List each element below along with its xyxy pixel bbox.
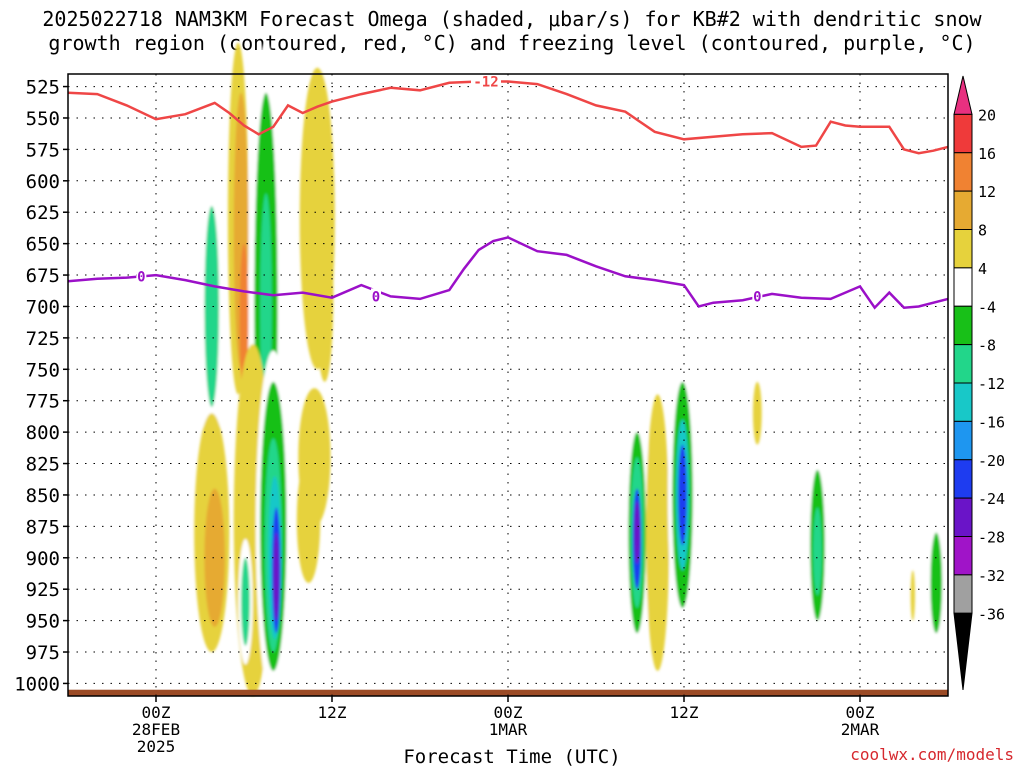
contour-label: 0 xyxy=(372,289,380,305)
chart-title-line-1: 2025022718 NAM3KM Forecast Omega (shaded… xyxy=(42,7,982,31)
contour-label-bg xyxy=(752,288,763,305)
colorbar-swatch xyxy=(953,305,973,346)
omega-shade-cell xyxy=(930,532,943,634)
colorbar-top-arrow xyxy=(953,75,973,115)
y-tick-label: 675 xyxy=(26,265,60,287)
colorbar-swatch xyxy=(953,190,973,230)
x-axis-title: Forecast Time (UTC) xyxy=(403,746,621,768)
x-tick-label: 2MAR xyxy=(841,720,880,739)
colorbar-swatch xyxy=(953,344,973,384)
y-tick-label: 525 xyxy=(26,77,60,99)
colorbar-swatch xyxy=(953,152,973,192)
omega-shade-cell xyxy=(645,394,670,671)
omega-shade-cell xyxy=(678,444,687,546)
y-tick-label: 550 xyxy=(26,108,60,130)
omega-shade-cell xyxy=(899,450,912,565)
colorbar-swatch xyxy=(953,459,973,499)
omega-shade-cell xyxy=(752,381,762,445)
colorbar-label: 20 xyxy=(978,106,996,124)
omega-shade-cell xyxy=(182,601,189,640)
colorbar-label: 16 xyxy=(978,145,996,163)
colorbar-label: -28 xyxy=(978,529,1005,547)
colorbar-swatch xyxy=(953,113,973,154)
omega-shade-cell xyxy=(315,205,334,382)
omega-shade-cell xyxy=(241,557,250,646)
colorbar-swatch xyxy=(953,574,973,614)
colorbar-label: -12 xyxy=(978,375,1005,393)
y-tick-label: 700 xyxy=(26,296,60,318)
y-tick-label: 575 xyxy=(26,139,60,161)
contour-label-bg xyxy=(471,73,501,90)
y-tick-label: 1000 xyxy=(14,673,60,695)
colorbar-label: -32 xyxy=(978,567,1005,585)
omega-shade-cell xyxy=(204,205,220,407)
y-tick-label: 750 xyxy=(26,359,60,381)
omega-shade-cell xyxy=(634,501,640,565)
contour-label: 0 xyxy=(137,269,145,285)
omega-shading xyxy=(182,42,948,703)
y-tick-label: 625 xyxy=(26,202,60,224)
y-tick-label: 925 xyxy=(26,579,60,601)
omega-shade-cell xyxy=(273,532,280,621)
omega-shade-cell xyxy=(813,507,822,596)
omega-shade-cell xyxy=(296,457,321,583)
y-tick-label: 650 xyxy=(26,234,60,256)
y-tick-label: 800 xyxy=(26,422,60,444)
x-tick-label: 00Z xyxy=(142,703,171,722)
colorbar-label: -20 xyxy=(978,452,1005,470)
y-tick-label: 850 xyxy=(26,485,60,507)
colorbar-swatch xyxy=(953,497,973,537)
colorbar-label: 4 xyxy=(978,260,987,278)
colorbar-bottom-arrow xyxy=(953,612,973,691)
colorbar-swatch xyxy=(953,382,973,422)
colorbar-swatch xyxy=(953,420,973,461)
contour-label: 0 xyxy=(753,289,761,305)
x-tick-label: 1MAR xyxy=(489,720,528,739)
x-tick-label: 12Z xyxy=(318,703,347,722)
colorbar-label: -36 xyxy=(978,605,1005,623)
ground-strip xyxy=(68,689,948,696)
contour-label-bg xyxy=(136,268,147,285)
omega-shade-cell xyxy=(903,67,914,156)
contour-label: -12 xyxy=(473,75,498,91)
colorbar-swatch xyxy=(953,229,973,269)
terrain-ground xyxy=(68,689,948,696)
y-tick-label: 725 xyxy=(26,328,60,350)
x-tick-label: 00Z xyxy=(846,703,875,722)
omega-shade-cell xyxy=(910,570,915,621)
chart-title-line-2: growth region (contoured, red, °C) and f… xyxy=(48,31,976,55)
x-tick-label: 12Z xyxy=(670,703,699,722)
colorbar-swatch xyxy=(953,536,973,576)
colorbar: 20 16 12 8 4 -4 -8 -12 -16 -20 -24 -28 -32 -36 xyxy=(953,75,1005,691)
colorbar-label: -8 xyxy=(978,337,996,355)
omega-shade-cell xyxy=(700,557,715,659)
y-tick-label: 950 xyxy=(26,611,60,633)
colorbar-label: -4 xyxy=(978,298,996,316)
x-tick-label: 00Z xyxy=(494,703,523,722)
colorbar-label: -16 xyxy=(978,413,1005,431)
x-tick-label: 28FEB xyxy=(132,720,180,739)
credit-link[interactable]: coolwx.com/models xyxy=(850,745,1014,764)
y-tick-label: 975 xyxy=(26,642,60,664)
y-tick-label: 775 xyxy=(26,391,60,413)
colorbar-label: 8 xyxy=(978,222,987,240)
y-axis: 525 550 575 600 625 650 675 700 725 750 775 800 825 8… xyxy=(14,77,68,695)
colorbar-label: -24 xyxy=(978,490,1005,508)
y-tick-label: 875 xyxy=(26,516,60,538)
contour-line-0 xyxy=(67,236,949,310)
y-tick-label: 600 xyxy=(26,171,60,193)
temperature-contours: -12 0 0 0 xyxy=(67,73,949,310)
colorbar-swatch xyxy=(953,267,973,307)
contour-label-bg xyxy=(371,288,381,305)
x-tick-label: 2025 xyxy=(137,737,176,756)
y-tick-label: 825 xyxy=(26,454,60,476)
colorbar-label: 12 xyxy=(978,183,996,201)
omega-shade-cell xyxy=(204,488,225,627)
y-tick-label: 900 xyxy=(26,548,60,570)
contour-line--12 xyxy=(67,80,949,155)
